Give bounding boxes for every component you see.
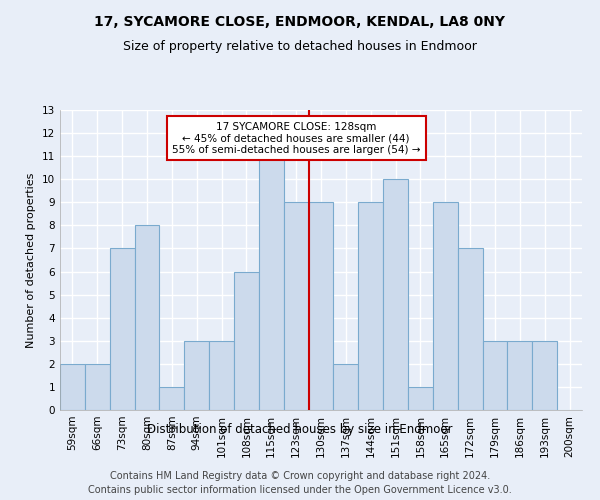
Bar [508,341,532,410]
Text: Contains HM Land Registry data © Crown copyright and database right 2024.
Contai: Contains HM Land Registry data © Crown c… [88,471,512,495]
Text: 17 SYCAMORE CLOSE: 128sqm
← 45% of detached houses are smaller (44)
55% of semi-: 17 SYCAMORE CLOSE: 128sqm ← 45% of detac… [172,122,421,154]
Bar [358,202,383,410]
Bar [334,364,358,410]
Bar [482,341,508,410]
Bar [234,272,259,410]
Bar [308,202,334,410]
Bar [60,364,85,410]
Text: Size of property relative to detached houses in Endmoor: Size of property relative to detached ho… [123,40,477,53]
Bar [160,387,184,410]
Bar [458,248,482,410]
Bar [209,341,234,410]
Bar [383,179,408,410]
Y-axis label: Number of detached properties: Number of detached properties [26,172,37,348]
Bar [184,341,209,410]
Text: 17, SYCAMORE CLOSE, ENDMOOR, KENDAL, LA8 0NY: 17, SYCAMORE CLOSE, ENDMOOR, KENDAL, LA8… [95,15,505,29]
Bar [433,202,458,410]
Bar [284,202,308,410]
Bar [85,364,110,410]
Bar [134,226,160,410]
Text: Distribution of detached houses by size in Endmoor: Distribution of detached houses by size … [147,422,453,436]
Bar [110,248,134,410]
Bar [532,341,557,410]
Bar [408,387,433,410]
Bar [259,156,284,410]
